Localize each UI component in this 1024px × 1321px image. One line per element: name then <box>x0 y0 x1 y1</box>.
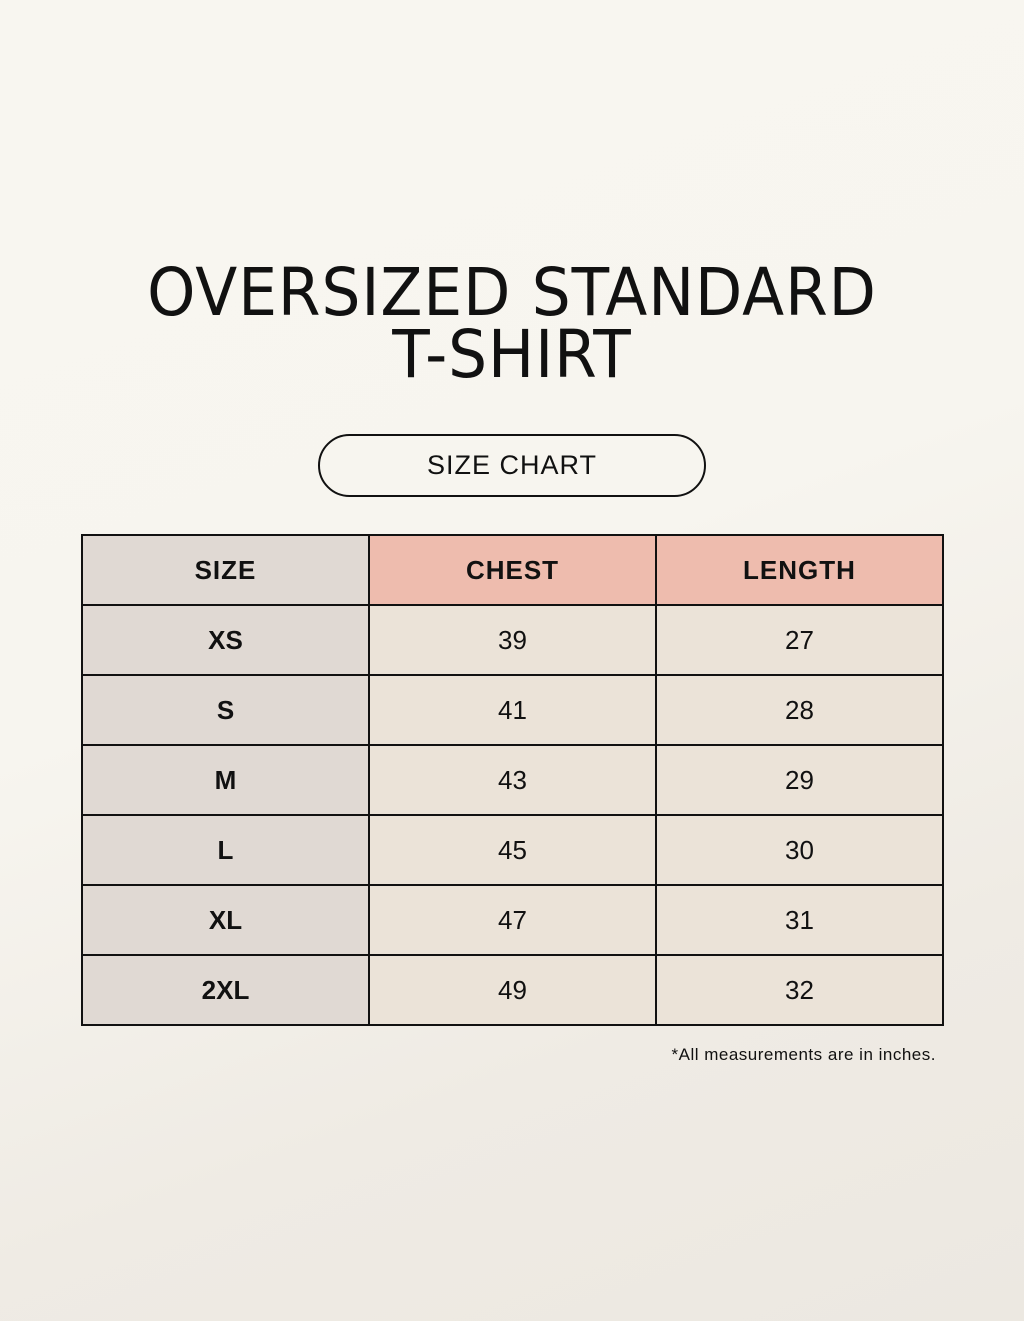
header-size: SIZE <box>81 534 370 606</box>
length-cell: 30 <box>655 814 944 886</box>
size-table: SIZE CHEST LENGTH XS 39 27 S 41 28 M 43 29 L 45 30 X… <box>81 534 944 1026</box>
footnote: *All measurements are in inches. <box>671 1045 936 1064</box>
table-row: M 43 29 <box>81 744 944 816</box>
table-row: XS 39 27 <box>81 604 944 676</box>
length-cell: 31 <box>655 884 944 956</box>
title-line-2: T-SHIRT <box>392 316 632 393</box>
size-cell: XL <box>81 884 370 956</box>
size-cell: XS <box>81 604 370 676</box>
title-line-1: OVERSIZED STANDARD <box>147 254 877 331</box>
chest-cell: 43 <box>368 744 657 816</box>
chest-cell: 45 <box>368 814 657 886</box>
length-cell: 32 <box>655 954 944 1026</box>
size-cell: M <box>81 744 370 816</box>
chest-cell: 49 <box>368 954 657 1026</box>
size-cell: 2XL <box>81 954 370 1026</box>
size-cell: S <box>81 674 370 746</box>
length-cell: 29 <box>655 744 944 816</box>
size-chart-label: SIZE CHART <box>318 434 706 497</box>
table-row: S 41 28 <box>81 674 944 746</box>
table-header-row: SIZE CHEST LENGTH <box>81 534 944 606</box>
table-row: L 45 30 <box>81 814 944 886</box>
chest-cell: 39 <box>368 604 657 676</box>
length-cell: 27 <box>655 604 944 676</box>
header-chest: CHEST <box>368 534 657 606</box>
page-title: OVERSIZED STANDARD T-SHIRT <box>36 254 988 393</box>
length-cell: 28 <box>655 674 944 746</box>
chest-cell: 41 <box>368 674 657 746</box>
chest-cell: 47 <box>368 884 657 956</box>
header-length: LENGTH <box>655 534 944 606</box>
table-row: 2XL 49 32 <box>81 954 944 1026</box>
table-row: XL 47 31 <box>81 884 944 956</box>
size-cell: L <box>81 814 370 886</box>
